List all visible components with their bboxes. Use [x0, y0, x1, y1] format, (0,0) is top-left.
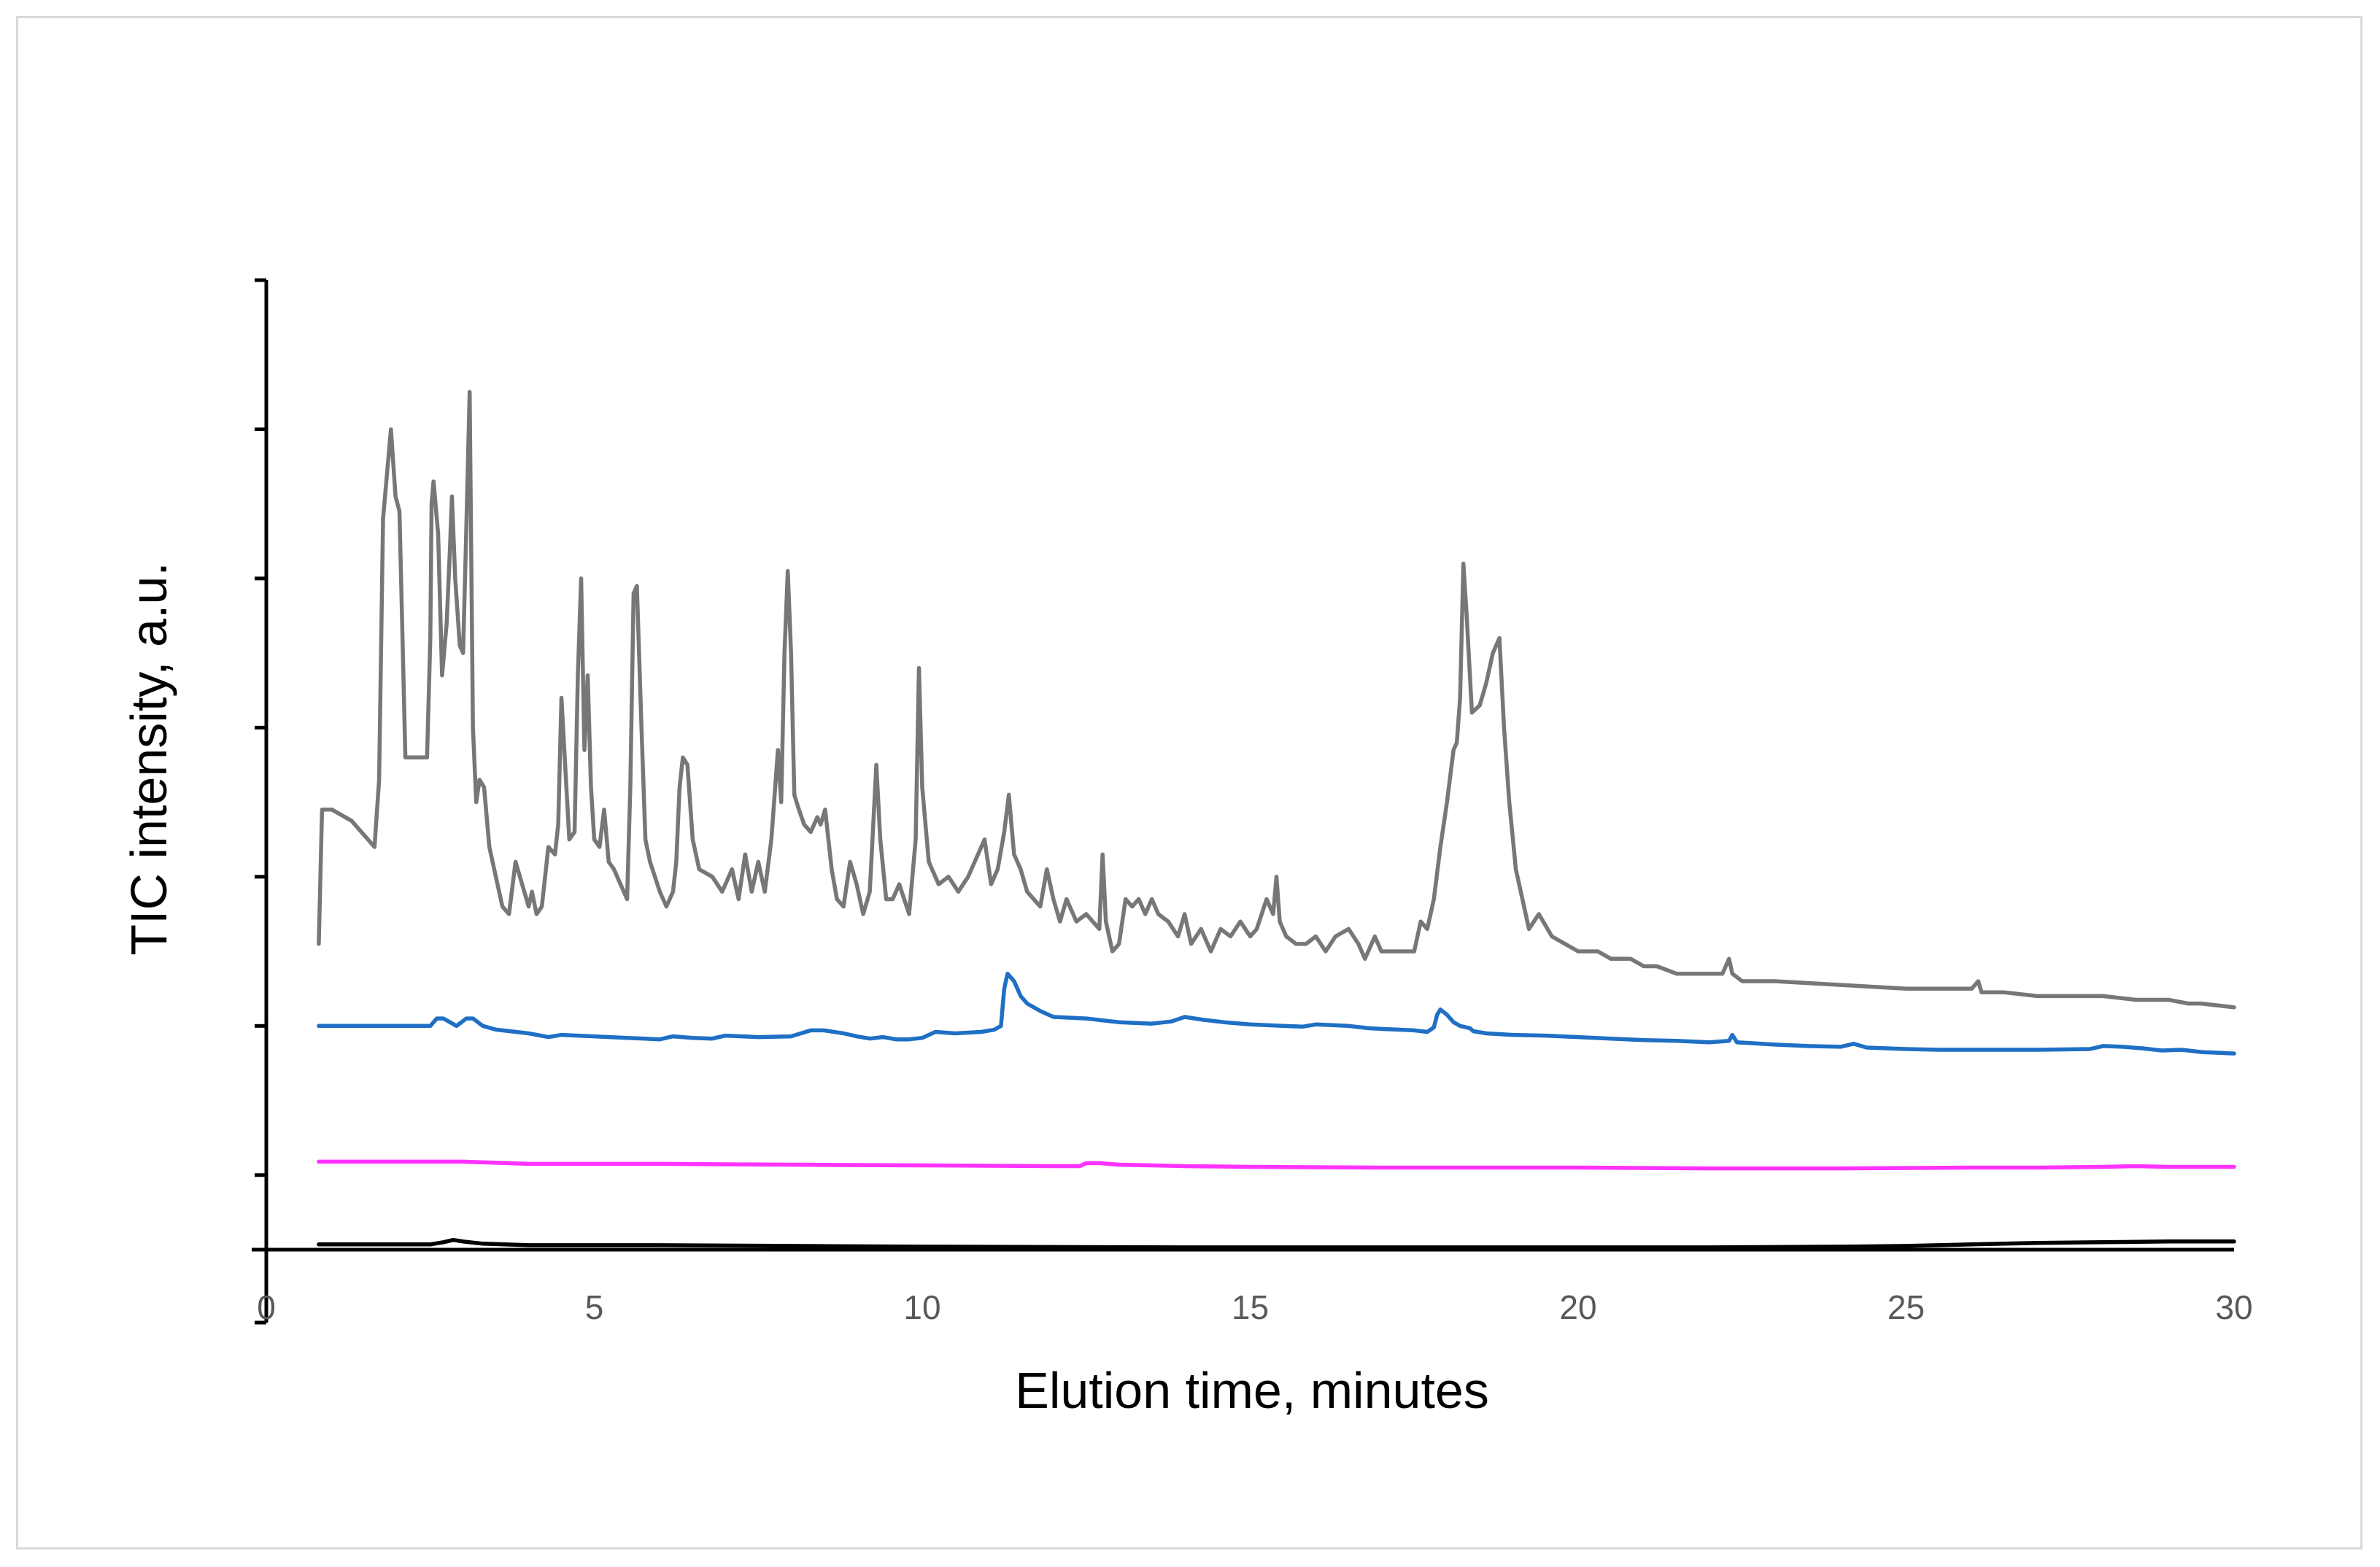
x-tick-label: 10 — [903, 1288, 940, 1326]
chart-frame — [16, 16, 2362, 1549]
series-layer — [317, 390, 2236, 1250]
series-line-magenta-trace — [317, 1159, 2236, 1171]
x-tick-label: 0 — [257, 1288, 276, 1326]
x-tick-label: 25 — [1888, 1288, 1925, 1326]
ticks-layer: 0 5 10 15 20 25 30 — [255, 278, 2253, 1326]
x-tick-label: 15 — [1232, 1288, 1269, 1326]
x-axis-title: Elution time, minutes — [1015, 1362, 1489, 1419]
series-line-black-trace — [317, 1237, 2236, 1250]
x-tick-label: 5 — [585, 1288, 604, 1326]
series-line-gray-trace — [317, 390, 2236, 1010]
x-tick-label: 20 — [1559, 1288, 1596, 1326]
series-line-blue-trace — [317, 971, 2236, 1056]
axes-layer — [252, 280, 2234, 1323]
y-axis-title: TIC intensity, a.u. — [120, 562, 177, 955]
x-tick-label: 30 — [2215, 1288, 2252, 1326]
